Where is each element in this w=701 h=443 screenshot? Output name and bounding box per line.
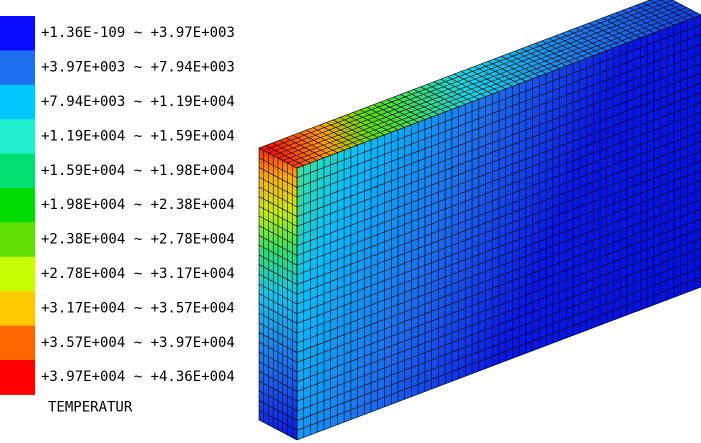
legend-label: +3.17E+004 ~ +3.57E+004 <box>41 300 235 316</box>
mesh-line <box>296 267 701 421</box>
mesh-line <box>296 24 701 178</box>
mesh-line <box>296 286 701 441</box>
mesh-line <box>296 228 701 382</box>
mesh-line <box>296 92 701 246</box>
mesh-line <box>296 141 701 295</box>
mesh-line <box>296 189 701 344</box>
mesh-line <box>296 34 701 188</box>
legend-title: TEMPERATUR <box>48 399 133 415</box>
mesh-line <box>296 218 701 373</box>
mesh-line <box>263 0 662 151</box>
mesh-line <box>296 150 701 305</box>
mesh-model <box>258 0 701 441</box>
mesh-line <box>292 12 697 166</box>
legend-label: +3.97E+004 ~ +4.36E+004 <box>41 369 235 385</box>
mesh-line <box>296 131 701 285</box>
mesh-line <box>296 247 701 402</box>
legend-swatch <box>0 50 35 86</box>
mesh-line <box>296 179 701 334</box>
mesh-line <box>268 0 673 154</box>
mesh-line <box>296 238 701 392</box>
mesh-line <box>296 111 701 266</box>
legend-label: +2.78E+004 ~ +3.17E+004 <box>41 266 235 282</box>
mesh-line <box>296 82 701 237</box>
legend-swatch <box>0 153 35 189</box>
legend-label: +2.38E+004 ~ +2.78E+004 <box>41 232 235 248</box>
mesh-line <box>296 160 701 314</box>
mesh-line <box>282 7 687 161</box>
legend-label: +1.98E+004 ~ +2.38E+004 <box>41 197 235 213</box>
legend-label: +1.59E+004 ~ +1.98E+004 <box>41 163 235 179</box>
mesh-line <box>296 73 701 227</box>
legend-label: +1.36E-109 ~ +3.97E+003 <box>41 25 235 41</box>
legend-label: +3.57E+004 ~ +3.97E+004 <box>41 335 235 351</box>
legend: +1.36E-109 ~ +3.97E+003 +3.97E+003 ~ +7.9… <box>0 16 235 415</box>
legend-swatch <box>0 119 35 155</box>
legend-swatch <box>0 256 35 292</box>
mesh-line <box>296 257 701 412</box>
legend-label: +3.97E+003 ~ +7.94E+003 <box>41 60 235 76</box>
legend-swatch <box>0 16 35 51</box>
mesh-line <box>296 209 701 363</box>
mesh-line <box>287 9 692 164</box>
mesh-line <box>296 53 701 208</box>
legend-swatch <box>0 222 35 258</box>
mesh-line <box>296 14 701 169</box>
mesh-line <box>296 43 701 198</box>
legend-swatch <box>0 291 35 327</box>
mesh-line <box>296 102 701 256</box>
mesh-line <box>296 170 701 324</box>
legend-swatch <box>0 360 35 395</box>
mesh-line <box>296 63 701 217</box>
legend-swatch <box>0 325 35 361</box>
mesh-line <box>296 121 701 276</box>
mesh-line <box>296 199 701 353</box>
legend-label: +1.19E+004 ~ +1.59E+004 <box>41 128 235 144</box>
mesh-line <box>277 4 683 159</box>
mesh-line <box>258 0 651 149</box>
mesh-line <box>273 2 678 156</box>
mesh-line <box>296 277 701 431</box>
legend-label: +7.94E+003 ~ +1.19E+004 <box>41 94 235 110</box>
legend-swatch <box>0 84 35 120</box>
legend-swatch <box>0 188 35 223</box>
